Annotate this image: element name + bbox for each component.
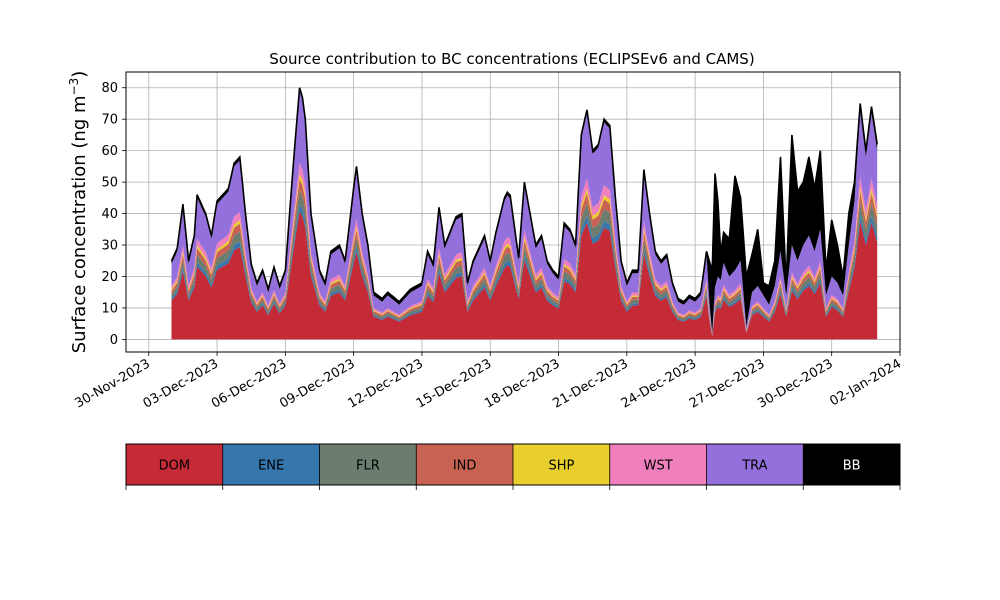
x-tick-label: 27-Dec-2023 [687,356,767,411]
x-tick-label: 02-Jan-2024 [827,356,904,409]
legend-swatch-dom [126,444,223,485]
legend-swatch-flr [319,444,417,485]
y-tick-label: 70 [101,113,118,128]
x-tick-label: 18-Dec-2023 [482,356,562,411]
y-tick-label: 80 [101,81,118,96]
y-axis-label-close: ) [69,71,90,78]
chart-title: Source contribution to BC concentrations… [269,50,754,68]
area-tra [171,90,878,335]
legend-frame [125,443,901,486]
area-dom [171,211,878,340]
x-tick-label: 21-Dec-2023 [550,356,630,411]
y-tick-label: 40 [101,207,118,222]
y-axis-label-exponent: −3 [67,78,81,96]
y-axis-label-main: Surface concentration (ng m [69,95,90,353]
legend-swatch-ene [222,444,320,485]
legend-swatch-tra [706,444,804,485]
legend-swatch-bb [803,444,900,485]
legend-label-ene: ENE [258,459,284,474]
x-tick-label: 09-Dec-2023 [277,356,357,411]
x-tick-label: 30-Nov-2023 [72,356,152,411]
stacked-areas [170,87,878,340]
y-tick-label: 30 [101,239,118,254]
x-tick-label: 24-Dec-2023 [619,356,699,411]
legend-swatch-wst [609,444,707,485]
legend-label-dom: DOM [159,459,190,474]
y-tick-label: 10 [101,301,118,316]
x-tick-label: 15-Dec-2023 [414,356,494,411]
x-tick-label: 06-Dec-2023 [209,356,289,411]
legend-label-bb: BB [843,459,861,474]
area-bb [171,87,878,334]
y-tick-label: 60 [101,144,118,159]
y-tick-label: 20 [101,270,118,285]
legend-swatch-shp [513,444,610,485]
legend-label-tra: TRA [741,459,767,474]
legend-label-flr: FLR [356,459,380,474]
x-tick-label: 30-Dec-2023 [755,356,835,411]
x-tick-label: 12-Dec-2023 [346,356,426,411]
y-tick-label: 0 [110,333,118,348]
y-axis-label: Surface concentration (ng m−3) [67,71,90,354]
legend-label-shp: SHP [548,459,574,474]
legend: DOM ENE FLR IND SHP WST TRA BB [125,443,901,490]
legend-swatch-ind [416,444,513,485]
legend-label-ind: IND [453,459,477,474]
plot-frame [125,71,901,353]
x-tick-label: 03-Dec-2023 [141,356,221,411]
legend-label-wst: WST [644,459,673,474]
total-line [170,87,878,303]
y-tick-label: 50 [101,176,118,191]
